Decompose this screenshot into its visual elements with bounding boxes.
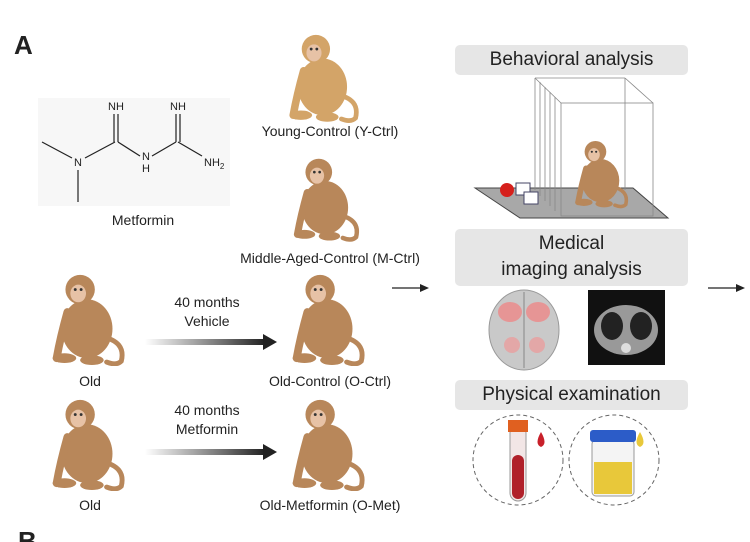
old-monkey-image <box>53 400 122 490</box>
atom-label: NH2 <box>204 157 224 171</box>
blood-sample-image <box>472 414 564 506</box>
atom-label: NH <box>108 101 124 113</box>
metformin-arrow <box>145 444 277 460</box>
atom-label: H <box>142 163 150 175</box>
ct-scan-image <box>588 290 665 365</box>
middle-aged-control-label: Middle-Aged-Control (M-Ctrl) <box>240 250 420 266</box>
vehicle-arrow <box>145 334 277 350</box>
metformin-structure <box>38 98 230 206</box>
atom-label: NH <box>170 101 186 113</box>
metformin-label: Metformin <box>111 212 175 228</box>
old-metformin-label: Old-Metformin (O-Met) <box>259 497 401 513</box>
atom-label: N <box>142 151 150 163</box>
behavioral-analysis-box: Behavioral analysis <box>455 45 688 75</box>
young-control-label: Young-Control (Y-Ctrl) <box>261 123 399 139</box>
flow-arrow <box>392 284 429 292</box>
old-label: Old <box>79 497 101 513</box>
urine-sample-image <box>568 414 660 506</box>
flow-arrow <box>708 284 745 292</box>
imaging-line-1: Medical <box>538 233 605 254</box>
old-label: Old <box>79 373 101 389</box>
vehicle-agent: Vehicle <box>184 313 230 329</box>
imaging-analysis-box: Medical imaging analysis <box>455 229 688 286</box>
vehicle-duration: 40 months <box>174 294 240 310</box>
old-monkey-image <box>53 275 122 365</box>
physical-examination-box: Physical examination <box>455 380 688 410</box>
next-panel-label: B <box>18 526 37 542</box>
imaging-line-2: imaging analysis <box>501 259 642 280</box>
atom-label: N <box>74 157 82 169</box>
atom-label-main: NH <box>204 157 220 169</box>
young-monkey-image <box>289 35 356 122</box>
atom-label-subscript: 2 <box>219 162 225 172</box>
panel-label: A <box>14 30 33 60</box>
metformin-agent: Metformin <box>175 421 239 437</box>
metformin-duration: 40 months <box>174 402 240 418</box>
old-metformin-monkey-image <box>293 400 362 490</box>
old-control-monkey-image <box>293 275 362 365</box>
old-control-label: Old-Control (O-Ctrl) <box>268 373 392 389</box>
middle-aged-monkey-image <box>294 159 357 241</box>
behavior-cage-image <box>473 77 670 219</box>
brain-image <box>488 289 560 371</box>
